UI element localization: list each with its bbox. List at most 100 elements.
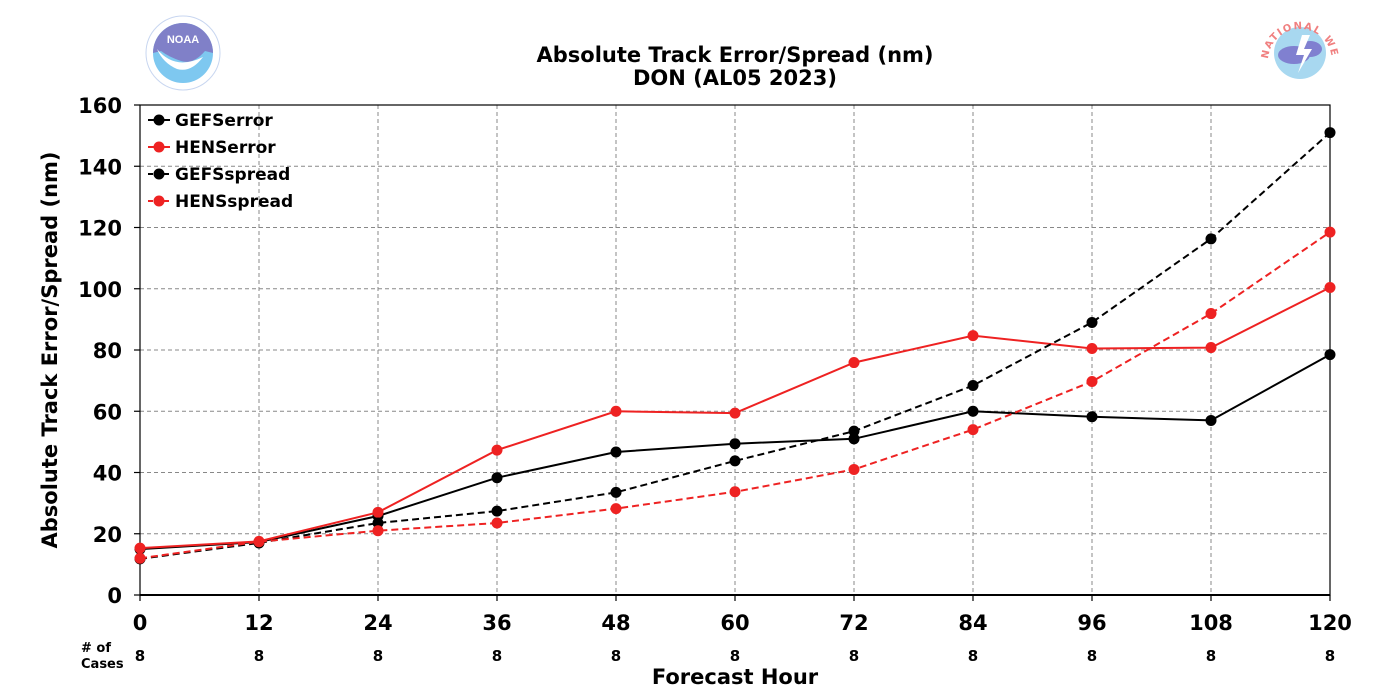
point-hensspread [1324,226,1336,238]
legend-marker-gefsspread [153,168,165,180]
point-hensspread [134,552,146,564]
y-tick-label: 40 [93,462,122,486]
y-tick-label: 80 [93,339,122,363]
point-gefsspread [848,425,860,437]
case-count: 8 [730,647,740,665]
legend-label-gefserror: GEFSerror [175,111,273,131]
cases-row: 8 8 8 8 8 8 8 8 8 8 8 [135,647,1335,665]
legend-item-henserror: HENSerror [148,138,276,158]
point-gefserror [610,446,622,458]
x-tick-label: 24 [363,611,392,635]
y-tick-label: 160 [78,94,122,118]
point-henserror [729,407,741,419]
legend-item-gefserror: GEFSerror [148,111,273,131]
point-henserror [610,405,622,417]
point-gefserror [729,438,741,450]
case-count: 8 [373,647,383,665]
y-tick-label: 140 [78,155,122,179]
point-gefsspread [1205,233,1217,245]
point-henserror [134,542,146,554]
cases-label-line1: # of [81,641,111,656]
series-group [134,127,1336,565]
case-count: 8 [1206,647,1216,665]
point-hensspread [1086,376,1098,388]
legend-marker-hensspread [153,195,165,207]
point-gefserror [848,433,860,445]
x-tick-label: 96 [1077,611,1106,635]
case-count: 8 [135,647,145,665]
point-henserror [967,330,979,342]
y-tick-labels: 0 20 40 60 80 100 120 140 160 [78,94,122,608]
case-count: 8 [968,647,978,665]
case-count: 8 [849,647,859,665]
cases-label-line2: Cases [81,657,124,672]
point-gefsspread [729,455,741,467]
x-axis-label: Forecast Hour [652,665,819,689]
legend-item-gefsspread: GEFSspread [148,165,290,185]
point-hensspread [729,486,741,498]
noaa-logo-text: NOAA [167,34,199,46]
point-hensspread [372,525,384,537]
y-tick-label: 100 [78,278,122,302]
point-hensspread [848,463,860,475]
point-gefserror [1205,414,1217,426]
case-count: 8 [611,647,621,665]
legend-item-hensspread: HENSspread [148,192,293,212]
x-tick-label: 48 [601,611,630,635]
grid [140,105,1330,595]
x-tick-label: 108 [1189,611,1233,635]
y-tick-label: 60 [93,400,122,424]
chart-subtitle: DON (AL05 2023) [633,66,837,90]
point-henserror [848,357,860,369]
legend-label-gefsspread: GEFSspread [175,165,290,185]
y-tick-label: 120 [78,217,122,241]
series-hensspread [134,226,1336,564]
point-gefsspread [1324,127,1336,139]
y-tick-label: 20 [93,523,122,547]
legend: GEFSerror HENSerror GEFSspread HENSspread [148,111,293,212]
point-hensspread [1205,308,1217,320]
point-hensspread [967,424,979,436]
case-count: 8 [254,647,264,665]
line-gefsspread [139,131,1331,560]
point-gefserror [491,472,503,484]
x-tick-label: 0 [133,611,148,635]
chart-title: Absolute Track Error/Spread (nm) [536,43,933,67]
case-count: 8 [1325,647,1335,665]
point-gefserror [967,405,979,417]
case-count: 8 [1087,647,1097,665]
point-hensspread [491,517,503,529]
point-gefserror [1086,411,1098,423]
x-tick-label: 120 [1308,611,1352,635]
noaa-logo-icon: NOAA [145,15,221,91]
y-tick-label: 0 [107,584,122,608]
point-gefsspread [1086,316,1098,328]
x-tick-label: 36 [482,611,511,635]
point-henserror [372,506,384,518]
point-gefsspread [610,486,622,498]
legend-marker-gefserror [153,114,165,126]
point-henserror [1086,342,1098,354]
point-henserror [1324,282,1336,294]
axes [134,104,1331,601]
case-count: 8 [492,647,502,665]
legend-label-henserror: HENSerror [175,138,276,158]
point-hensspread [610,503,622,515]
x-tick-label: 72 [839,611,868,635]
point-gefsspread [372,517,384,529]
x-tick-label: 84 [958,611,987,635]
x-tick-labels: 0 12 24 36 48 60 72 84 96 108 120 [133,611,1352,635]
legend-marker-henserror [153,141,165,153]
point-gefserror [1324,349,1336,361]
x-tick-label: 60 [720,611,749,635]
x-tick-label: 12 [244,611,273,635]
point-gefsspread [491,505,503,517]
point-hensspread [253,536,265,548]
point-henserror [491,444,503,456]
point-gefsspread [967,380,979,392]
nws-logo-icon: NATIONAL WEATHER SERVICE [1260,16,1338,90]
legend-label-hensspread: HENSspread [175,192,293,212]
point-henserror [1205,342,1217,354]
y-axis-label: Absolute Track Error/Spread (nm) [38,151,62,548]
